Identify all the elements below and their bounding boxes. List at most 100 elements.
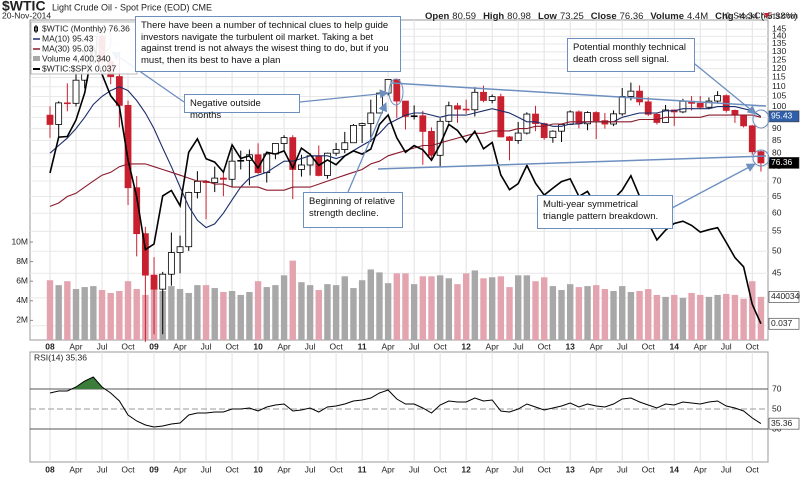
y-tick-label: 10M	[11, 236, 28, 246]
candle-body	[757, 151, 765, 164]
down-arrow	[764, 13, 770, 18]
ma-line	[49, 86, 762, 229]
quote-value: 80.98	[507, 11, 531, 22]
x-tick-label: Oct	[434, 464, 448, 474]
volume-bar	[358, 280, 366, 340]
value-tag-label: 95.43	[771, 111, 793, 121]
volume-bar	[584, 286, 591, 340]
volume-bar	[523, 275, 531, 340]
x-tick-label: Jul	[201, 341, 212, 351]
value-tag: 76.36	[768, 157, 800, 169]
volume-bar	[471, 270, 479, 340]
x-tick-label: Oct	[538, 341, 552, 351]
legend-box	[30, 21, 138, 75]
volume-bar	[81, 287, 88, 340]
x-tick-label: 14	[670, 464, 680, 474]
x-tick-label: Jul	[201, 464, 212, 474]
x-tick-label: Oct	[642, 464, 656, 474]
y-tick-label: 90	[772, 123, 782, 133]
volume-bar	[619, 286, 626, 340]
candle-body	[124, 104, 132, 189]
x-tick-label: Apr	[590, 464, 603, 474]
candle-body	[332, 149, 340, 154]
volume-bar	[402, 273, 409, 340]
annotation: Multi-year symmetrical triangle pattern …	[537, 195, 673, 229]
x-tick-label: 08	[45, 341, 55, 351]
volume-bar	[731, 294, 739, 340]
volume-bar	[376, 272, 383, 340]
candle-body	[402, 100, 409, 117]
candle-body	[193, 180, 201, 193]
y-tick-label: 140	[772, 31, 786, 41]
candle-body	[115, 76, 123, 106]
volume-bar	[384, 283, 392, 340]
legend-candle-icon	[34, 25, 38, 33]
quote-value: 73.25	[560, 11, 584, 22]
candle-body	[219, 177, 227, 180]
y-tick-label: 45	[772, 268, 782, 278]
candle-body	[280, 137, 288, 144]
candle-body	[506, 136, 513, 141]
volume-bar	[116, 291, 123, 340]
candle-body	[514, 132, 522, 141]
volume-bar	[419, 276, 427, 340]
candle-body	[298, 164, 305, 170]
volume-bar	[124, 281, 132, 340]
candle-body	[167, 252, 175, 275]
trendline	[391, 82, 767, 107]
x-tick-label: Jul	[305, 341, 316, 351]
volume-bar	[324, 284, 331, 340]
x-tick-label: Oct	[329, 464, 343, 474]
volume-bar	[393, 273, 400, 340]
volume-bar	[202, 285, 210, 340]
highlight-circle	[752, 149, 770, 167]
x-tick-label: Jul	[513, 464, 524, 474]
x-tick-label: 10	[253, 464, 263, 474]
candle-body	[55, 102, 63, 125]
y-tick-label: 135	[772, 38, 786, 48]
y-tick-label: 130	[772, 46, 786, 56]
value-tag: 0.037	[768, 317, 800, 330]
volume-bar	[488, 277, 496, 340]
y-tick-label: 65	[772, 191, 782, 201]
volume-bar	[211, 288, 218, 340]
volume-bar	[341, 276, 348, 340]
x-tick-label: Jul	[305, 464, 316, 474]
x-tick-label: Apr	[382, 341, 395, 351]
x-tick-label: Oct	[746, 341, 760, 351]
volume-bar	[740, 298, 747, 340]
volume-bar	[575, 287, 583, 340]
volume-bar	[567, 284, 574, 340]
volume-bar	[506, 287, 513, 340]
x-tick-label: 11	[358, 341, 367, 351]
x-tick-label: Apr	[486, 341, 499, 351]
value-tag-box	[768, 291, 800, 303]
x-tick-label: 13	[565, 341, 575, 351]
x-tick-label: Apr	[590, 341, 603, 351]
x-tick-label: Jul	[721, 341, 732, 351]
x-tick-label: Apr	[486, 464, 499, 474]
value-tag-box	[768, 157, 800, 169]
trendline	[377, 155, 767, 170]
annotation: Potential monthly technical death cross …	[567, 38, 695, 72]
volume-bar	[254, 281, 262, 340]
quote-label: Volume	[650, 11, 684, 22]
quote-label: Close	[591, 11, 617, 22]
y-tick-label: 125	[772, 54, 786, 64]
candle-body	[740, 114, 747, 127]
volume-bar	[72, 289, 80, 340]
x-tick-label: 10	[253, 341, 263, 351]
volume-bar	[436, 275, 444, 340]
y-tick-label: 2M	[16, 315, 28, 325]
quote-label: High	[483, 11, 504, 22]
x-tick-label: Oct	[746, 464, 760, 474]
rsi-line	[49, 376, 762, 428]
candle-body	[731, 110, 739, 116]
candle-body	[324, 152, 331, 176]
volume-bar	[246, 291, 253, 340]
candle-body	[445, 105, 453, 122]
volume-bar	[298, 282, 305, 340]
x-tick-label: Oct	[642, 341, 656, 351]
quote-value: 4.4M	[687, 11, 708, 22]
y-tick-label: 60	[772, 207, 782, 217]
